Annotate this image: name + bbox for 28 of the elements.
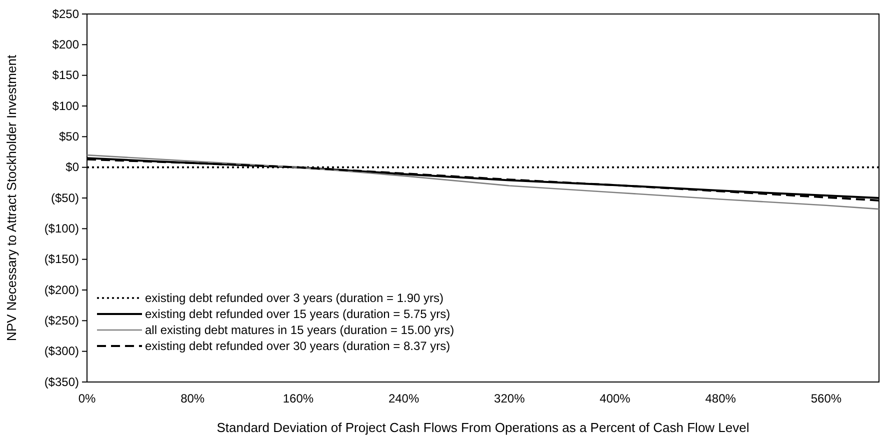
y-tick-label: $150 (52, 68, 80, 82)
x-tick-label: 80% (180, 392, 205, 406)
legend-label: all existing debt matures in 15 years (duration = 15.00 yrs) (145, 323, 454, 337)
legend-label: existing debt refunded over 3 years (duration = 1.90 yrs) (145, 291, 444, 305)
x-tick-label: 240% (388, 392, 420, 406)
y-axis-title: NPV Necessary to Attract Stockholder Investment (4, 54, 19, 342)
y-tick-label: ($50) (50, 190, 79, 205)
x-axis-title: Standard Deviation of Project Cash Flows From Operations as a Percent of Cash Flow Level (216, 420, 750, 435)
x-tick-label: 160% (282, 392, 314, 406)
x-tick-label: 400% (600, 392, 631, 406)
y-tick-label: $100 (52, 98, 80, 113)
y-tick-label: ($300) (44, 344, 80, 358)
y-tick-label: $0 (66, 160, 80, 174)
legend-label: existing debt refunded over 30 years (duration = 8.37 yrs) (145, 339, 450, 353)
x-tick-label: 0% (78, 392, 96, 406)
y-tick-label: $200 (52, 38, 80, 52)
y-tick-label: $50 (58, 130, 80, 144)
y-tick-label: ($200) (44, 282, 80, 297)
y-tick-label: ($250) (44, 314, 80, 328)
x-tick-label: 320% (494, 392, 526, 406)
y-tick-label: $250 (52, 6, 80, 21)
y-tick-label: ($350) (44, 374, 80, 389)
y-tick-label: ($100) (44, 222, 80, 236)
y-tick-label: ($150) (44, 252, 80, 266)
x-tick-label: 480% (705, 392, 736, 406)
x-tick-label: 560% (810, 392, 842, 406)
legend-label: existing debt refunded over 15 years (duration = 5.75 yrs) (145, 307, 450, 321)
line-series (86, 154, 880, 210)
